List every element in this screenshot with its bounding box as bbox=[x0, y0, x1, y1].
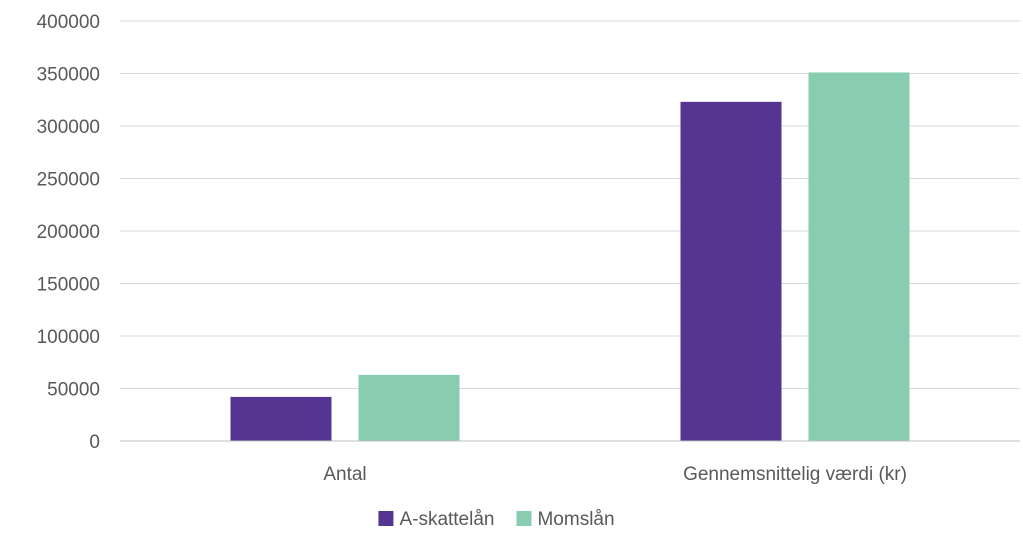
x-category-label: Gennemsnittelig værdi (kr) bbox=[683, 464, 907, 485]
y-tick-label: 100000 bbox=[37, 327, 100, 348]
legend-label: A-skattelån bbox=[399, 509, 494, 530]
x-category-label: Antal bbox=[323, 464, 366, 485]
legend-swatch bbox=[516, 511, 532, 526]
axes: 0 50000 100000 150000 200000 250000 300000 3500… bbox=[37, 12, 1020, 485]
bar-a-skattel-n-1 bbox=[680, 101, 782, 441]
y-tick-label: 0 bbox=[89, 432, 100, 453]
legend-swatch bbox=[378, 511, 394, 526]
legend-item: A-skattelån bbox=[378, 509, 494, 530]
legend: A-skattelån Momslån bbox=[378, 509, 615, 530]
bar-momsl-n-1 bbox=[808, 72, 910, 441]
y-tick-label: 50000 bbox=[47, 380, 100, 401]
legend-label: Momslån bbox=[537, 509, 614, 530]
y-tick-label: 200000 bbox=[37, 222, 100, 243]
y-tick-label: 150000 bbox=[37, 275, 100, 296]
y-tick-label: 250000 bbox=[37, 170, 100, 191]
legend-item: Momslån bbox=[516, 509, 615, 530]
y-tick-label: 400000 bbox=[37, 12, 100, 33]
gridlines bbox=[120, 20, 1020, 389]
y-tick-label: 300000 bbox=[37, 117, 100, 138]
y-tick-label: 350000 bbox=[37, 65, 100, 86]
bar-momsl-n-0 bbox=[358, 374, 460, 441]
bars bbox=[230, 72, 910, 441]
bar-a-skattel-n-0 bbox=[230, 396, 332, 441]
